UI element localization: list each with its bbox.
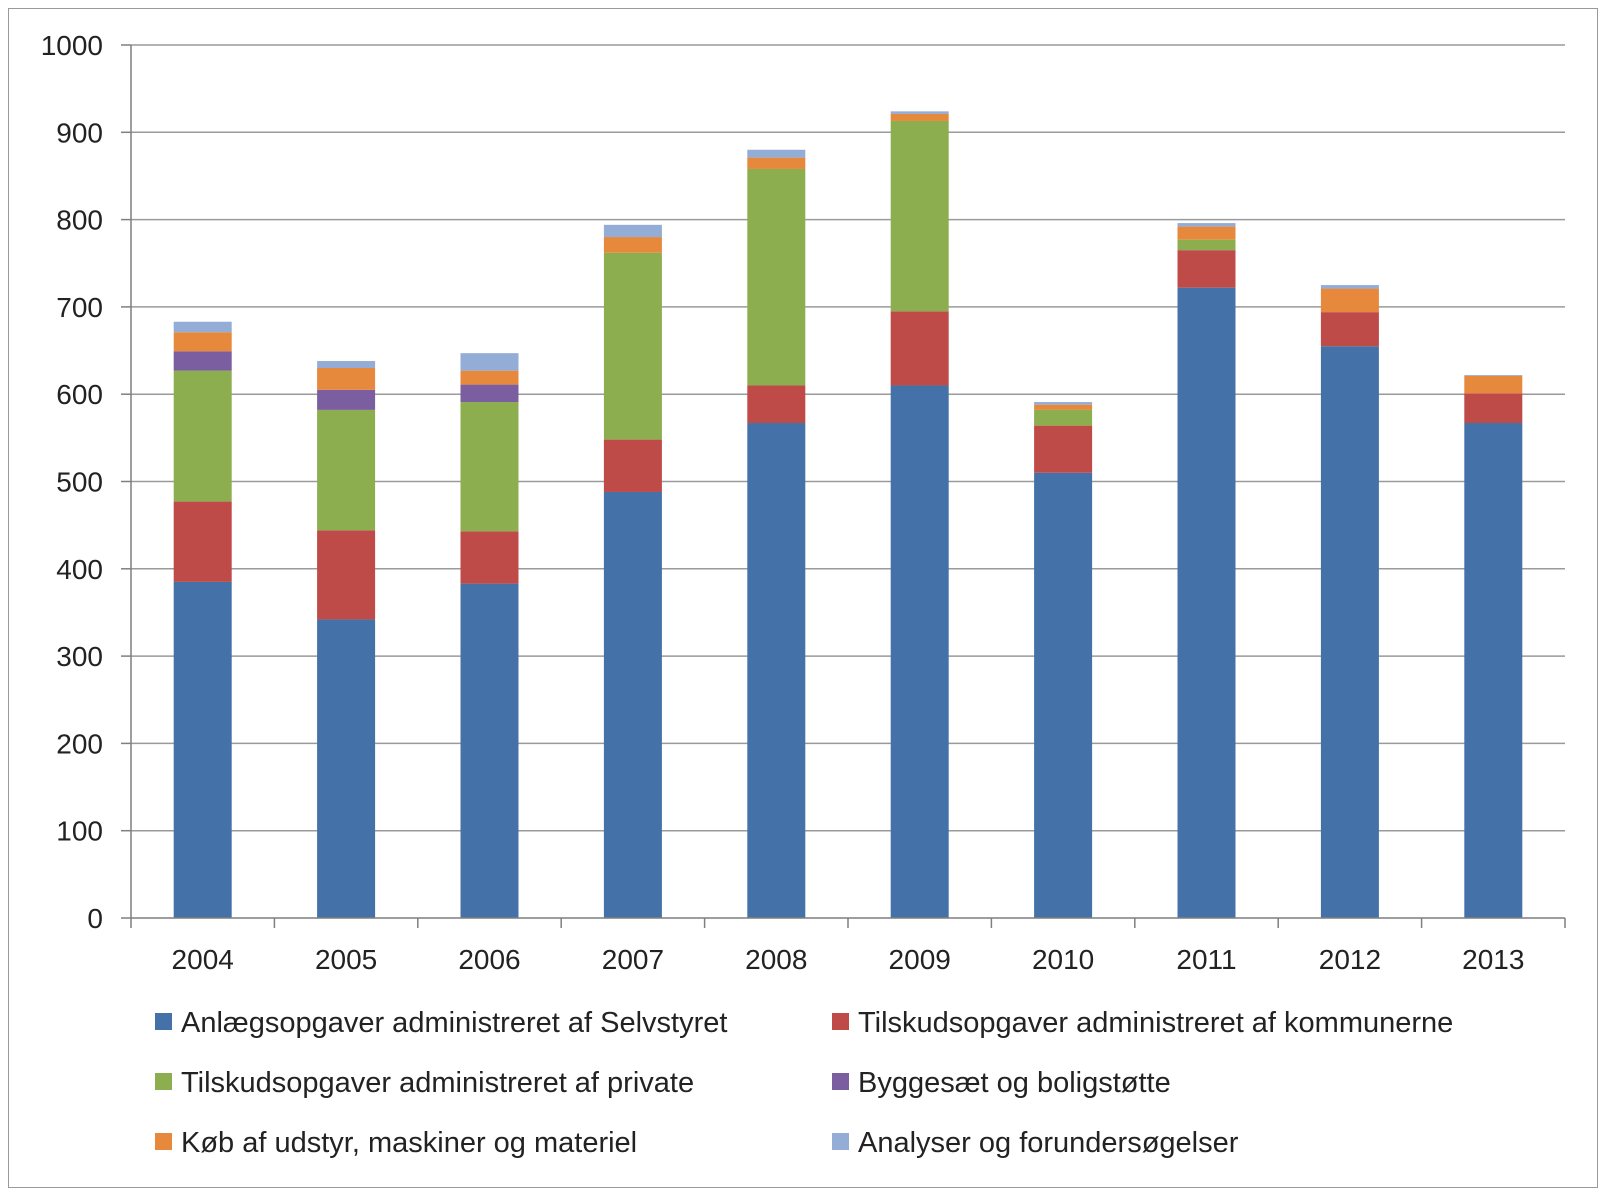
bar-segment xyxy=(460,353,519,371)
bar-segment xyxy=(1177,226,1236,240)
bar-segment xyxy=(1464,423,1523,918)
bar-segment xyxy=(317,619,376,918)
x-tick-label: 2005 xyxy=(315,944,377,975)
bar-segment xyxy=(603,224,662,238)
bar-segment xyxy=(1464,393,1523,424)
bar-segment xyxy=(747,149,806,158)
legend-label: Tilskudsopgaver administreret af private xyxy=(181,1067,694,1099)
legend: Anlægsopgaver administreret af Selvstyre… xyxy=(155,1007,1453,1159)
bar-segment xyxy=(317,389,376,410)
legend-swatch xyxy=(155,1013,172,1030)
bar-segment xyxy=(317,361,376,369)
x-tick-label: 2012 xyxy=(1319,944,1381,975)
bar-segment xyxy=(603,237,662,253)
legend-swatch xyxy=(832,1133,849,1150)
y-tick-label: 400 xyxy=(56,554,103,585)
legend-swatch xyxy=(832,1073,849,1090)
x-tick-label: 2007 xyxy=(602,944,664,975)
bar-segment xyxy=(1177,250,1236,288)
bar-segment xyxy=(173,332,232,352)
y-tick-label: 0 xyxy=(87,903,103,934)
legend-label: Byggesæt og boligstøtte xyxy=(858,1067,1171,1099)
bar-segment xyxy=(603,439,662,492)
y-tick-label: 300 xyxy=(56,641,103,672)
bar-segment xyxy=(1320,346,1379,918)
bar-segment xyxy=(890,385,949,919)
bar-segment xyxy=(1034,425,1093,473)
x-tick-label: 2010 xyxy=(1032,944,1094,975)
legend-label: Tilskudsopgaver administreret af kommune… xyxy=(858,1007,1453,1039)
x-tick-label: 2013 xyxy=(1462,944,1524,975)
bar-segment xyxy=(890,311,949,386)
bar-segment xyxy=(890,113,949,121)
y-tick-label: 1000 xyxy=(41,30,103,61)
y-tick-label: 800 xyxy=(56,205,103,236)
bar-segment xyxy=(890,120,949,312)
bar-segment xyxy=(1177,239,1236,251)
y-tick-label: 600 xyxy=(56,379,103,410)
x-tick-label: 2009 xyxy=(889,944,951,975)
bar-segment xyxy=(1034,404,1093,410)
bar-segment xyxy=(747,423,806,918)
bar-segment xyxy=(173,321,232,333)
bar-segment xyxy=(1464,375,1523,394)
bar-segment xyxy=(603,491,662,918)
y-tick-label: 700 xyxy=(56,292,103,323)
y-tick-label: 900 xyxy=(56,117,103,148)
bar-segment xyxy=(1034,409,1093,426)
bar-segment xyxy=(460,370,519,385)
y-tick-label: 500 xyxy=(56,467,103,498)
bar-segment xyxy=(1034,402,1093,405)
bar-segment xyxy=(603,252,662,440)
x-tick-label: 2008 xyxy=(745,944,807,975)
bar-segment xyxy=(1320,285,1379,289)
bar-segment xyxy=(173,581,232,918)
bar-segment xyxy=(460,583,519,918)
x-tick-label: 2004 xyxy=(172,944,234,975)
y-tick-label: 200 xyxy=(56,728,103,759)
bar-segment xyxy=(173,370,232,502)
bar-segment xyxy=(1034,472,1093,918)
bar-segment xyxy=(747,168,806,386)
x-tick-labels: 2004 2005 2006 2007 2008 2009 2010 2011 2012 2013 xyxy=(172,944,1525,975)
legend-label: Anlægsopgaver administreret af Selvstyre… xyxy=(181,1007,727,1039)
x-tick-label: 2011 xyxy=(1176,944,1236,975)
bar-segment xyxy=(747,385,806,424)
bar-segment xyxy=(173,351,232,371)
legend-swatch xyxy=(155,1133,172,1150)
x-tick-label: 2006 xyxy=(458,944,520,975)
axes xyxy=(121,44,1566,928)
bar-segment xyxy=(317,409,376,531)
bar-segment xyxy=(1464,374,1523,376)
bar-segment xyxy=(747,157,806,169)
legend-label: Køb af udstyr, maskiner og materiel xyxy=(181,1127,637,1159)
bar-segment xyxy=(460,384,519,403)
legend-swatch xyxy=(832,1013,849,1030)
bar-segment xyxy=(317,368,376,390)
y-tick-label: 100 xyxy=(56,816,103,847)
bar-segment xyxy=(1320,288,1379,313)
legend-label: Analyser og forundersøgelser xyxy=(858,1127,1239,1159)
bar-segment xyxy=(317,530,376,620)
bars xyxy=(173,111,1523,919)
bar-segment xyxy=(1320,312,1379,347)
y-tick-labels: 0 100 200 300 400 500 600 700 800 900 1000 xyxy=(41,30,103,934)
legend-swatch xyxy=(155,1073,172,1090)
bar-segment xyxy=(460,531,519,584)
bar-segment xyxy=(890,111,949,114)
bar-segment xyxy=(1177,287,1236,919)
bar-segment xyxy=(1177,223,1236,227)
bar-segment xyxy=(173,501,232,582)
bar-segment xyxy=(460,402,519,532)
